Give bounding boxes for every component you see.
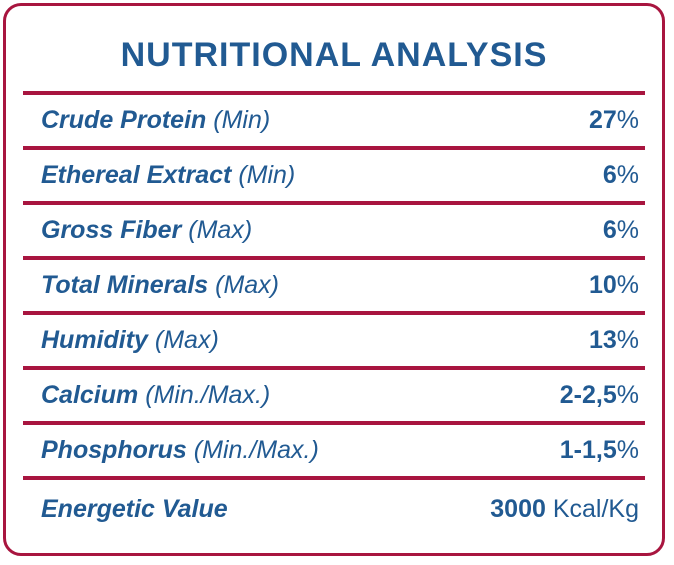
row-label: Humidity (Max)	[41, 326, 219, 354]
row-label: Ethereal Extract (Min)	[41, 161, 296, 189]
nutrition-card: NUTRITIONAL ANALYSIS Crude Protein (Min)…	[3, 3, 665, 556]
row-label: Total Minerals (Max)	[41, 271, 280, 299]
table-row: Phosphorus (Min./Max.) 1-1,5%	[23, 421, 645, 476]
table-row: Humidity (Max) 13%	[23, 311, 645, 366]
row-value: 10%	[588, 271, 639, 299]
nutrition-table: Crude Protein (Min) 27% Ethereal Extract…	[23, 91, 645, 538]
row-label: Phosphorus (Min./Max.)	[41, 436, 319, 464]
table-row: Energetic Value 3000 Kcal/Kg	[23, 476, 645, 538]
row-value: 27%	[588, 106, 639, 134]
row-label: Gross Fiber (Max)	[41, 216, 253, 244]
row-value: 6%	[602, 161, 639, 189]
row-label: Calcium (Min./Max.)	[41, 381, 271, 409]
row-value: 3000 Kcal/Kg	[490, 494, 639, 523]
row-value: 2-2,5%	[559, 381, 639, 409]
table-row: Calcium (Min./Max.) 2-2,5%	[23, 366, 645, 421]
table-title: NUTRITIONAL ANALYSIS	[120, 36, 548, 74]
table-row: Gross Fiber (Max) 6%	[23, 201, 645, 256]
row-label: Crude Protein (Min)	[41, 106, 271, 134]
row-value: 1-1,5%	[559, 436, 639, 464]
table-row: Ethereal Extract (Min) 6%	[23, 146, 645, 201]
row-value: 6%	[602, 216, 639, 244]
table-row: Total Minerals (Max) 10%	[23, 256, 645, 311]
table-row: Crude Protein (Min) 27%	[23, 91, 645, 146]
row-label: Energetic Value	[41, 494, 228, 523]
row-value: 13%	[588, 326, 639, 354]
